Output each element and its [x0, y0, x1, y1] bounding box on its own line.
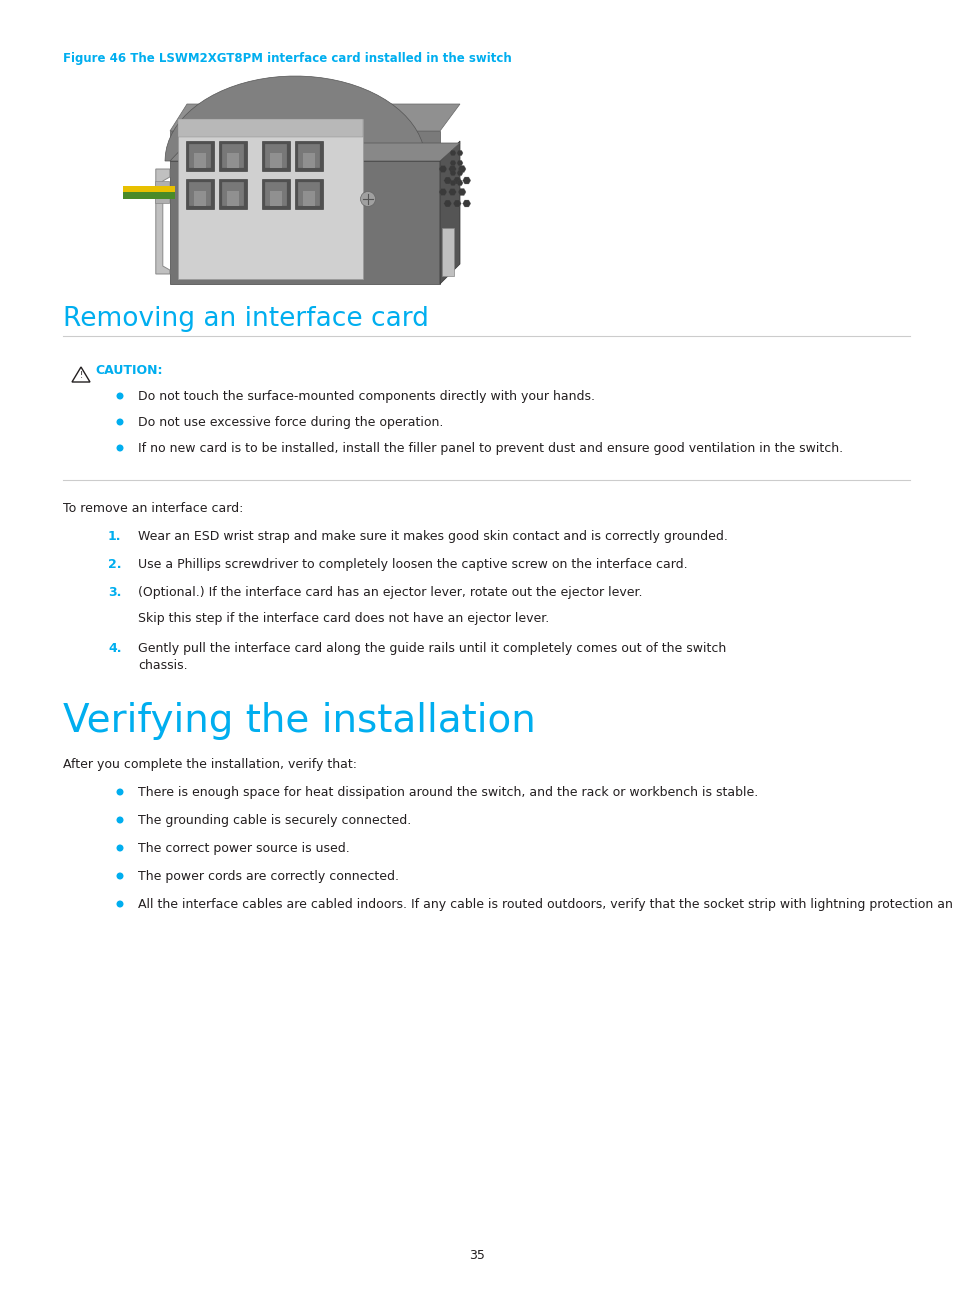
- Text: Removing an interface card: Removing an interface card: [63, 305, 429, 333]
- Bar: [186, 179, 213, 210]
- Bar: [303, 192, 314, 206]
- Bar: [193, 192, 206, 206]
- Text: !: !: [79, 371, 83, 380]
- Bar: [222, 144, 244, 168]
- Bar: [262, 179, 290, 210]
- Bar: [441, 228, 454, 276]
- Polygon shape: [170, 160, 439, 283]
- Bar: [189, 144, 211, 168]
- Text: (Optional.) If the interface card has an ejector lever, rotate out the ejector l: (Optional.) If the interface card has an…: [138, 586, 641, 599]
- Polygon shape: [438, 166, 447, 172]
- Bar: [227, 153, 239, 168]
- Polygon shape: [439, 141, 459, 283]
- Bar: [303, 153, 314, 168]
- Polygon shape: [450, 171, 456, 176]
- Polygon shape: [457, 189, 465, 195]
- Text: The grounding cable is securely connected.: The grounding cable is securely connecte…: [138, 814, 411, 827]
- Text: If no new card is to be installed, install the filler panel to prevent dust and : If no new card is to be installed, insta…: [138, 443, 842, 455]
- Polygon shape: [450, 180, 456, 185]
- Text: 1.: 1.: [108, 531, 121, 543]
- Text: Wear an ESD wrist strap and make sure it makes good skin contact and is correctl: Wear an ESD wrist strap and make sure it…: [138, 531, 727, 543]
- Bar: [189, 182, 211, 206]
- Text: The correct power source is used.: The correct power source is used.: [138, 842, 350, 855]
- Bar: [294, 179, 323, 210]
- Text: Skip this step if the interface card does not have an ejector lever.: Skip this step if the interface card doe…: [138, 612, 549, 625]
- Text: 3.: 3.: [108, 586, 121, 599]
- Circle shape: [117, 393, 123, 399]
- Bar: [123, 186, 174, 193]
- Text: Do not touch the surface-mounted components directly with your hands.: Do not touch the surface-mounted compone…: [138, 389, 595, 402]
- Circle shape: [117, 901, 123, 907]
- Text: There is enough space for heat dissipation around the switch, and the rack or wo: There is enough space for heat dissipati…: [138, 785, 758, 798]
- Polygon shape: [448, 189, 456, 195]
- Polygon shape: [457, 166, 465, 172]
- Text: 35: 35: [469, 1249, 484, 1262]
- Bar: [262, 141, 290, 171]
- Text: The power cords are correctly connected.: The power cords are correctly connected.: [138, 870, 398, 883]
- Bar: [193, 153, 206, 168]
- Bar: [178, 119, 363, 137]
- Polygon shape: [450, 150, 456, 155]
- Polygon shape: [443, 177, 451, 184]
- Polygon shape: [456, 160, 462, 166]
- Polygon shape: [450, 160, 456, 166]
- Bar: [219, 141, 247, 171]
- Polygon shape: [456, 171, 462, 176]
- Bar: [186, 141, 213, 171]
- Polygon shape: [453, 177, 460, 184]
- Bar: [265, 144, 287, 168]
- Polygon shape: [462, 201, 470, 207]
- Polygon shape: [443, 201, 451, 207]
- Circle shape: [117, 818, 123, 823]
- Bar: [222, 182, 244, 206]
- Polygon shape: [456, 180, 462, 185]
- Bar: [297, 144, 319, 168]
- Bar: [219, 179, 247, 210]
- Bar: [270, 192, 282, 206]
- Polygon shape: [155, 170, 170, 274]
- Polygon shape: [170, 104, 459, 131]
- Bar: [270, 153, 282, 168]
- Circle shape: [117, 789, 123, 795]
- Bar: [178, 119, 363, 280]
- Text: Figure 46 The LSWM2XGT8PM interface card installed in the switch: Figure 46 The LSWM2XGT8PM interface card…: [63, 52, 511, 65]
- Text: Verifying the installation: Verifying the installation: [63, 703, 536, 740]
- Text: After you complete the installation, verify that:: After you complete the installation, ver…: [63, 758, 356, 771]
- Circle shape: [117, 845, 123, 850]
- Bar: [154, 181, 169, 203]
- Circle shape: [117, 445, 123, 450]
- Text: To remove an interface card:: To remove an interface card:: [63, 502, 243, 515]
- Text: Use a Phillips screwdriver to completely loosen the captive screw on the interfa: Use a Phillips screwdriver to completely…: [138, 558, 687, 571]
- Bar: [123, 193, 174, 199]
- Bar: [297, 182, 319, 206]
- Polygon shape: [462, 177, 470, 184]
- Text: CAUTION:: CAUTION:: [95, 364, 162, 377]
- Circle shape: [117, 419, 123, 424]
- Bar: [265, 182, 287, 206]
- Text: Do not use excessive force during the operation.: Do not use excessive force during the op…: [138, 415, 443, 430]
- Bar: [294, 141, 323, 171]
- Polygon shape: [453, 201, 460, 207]
- Circle shape: [117, 873, 123, 879]
- Text: 4.: 4.: [108, 642, 121, 655]
- Circle shape: [360, 192, 375, 207]
- Polygon shape: [170, 131, 439, 160]
- Text: Gently pull the interface card along the guide rails until it completely comes o: Gently pull the interface card along the…: [138, 642, 725, 672]
- Polygon shape: [448, 166, 456, 172]
- Text: All the interface cables are cabled indoors. If any cable is routed outdoors, ve: All the interface cables are cabled indo…: [138, 898, 953, 911]
- Polygon shape: [438, 189, 447, 195]
- Polygon shape: [165, 76, 459, 160]
- Polygon shape: [456, 150, 462, 155]
- Polygon shape: [170, 144, 459, 160]
- Text: 2.: 2.: [108, 558, 121, 571]
- Bar: [227, 192, 239, 206]
